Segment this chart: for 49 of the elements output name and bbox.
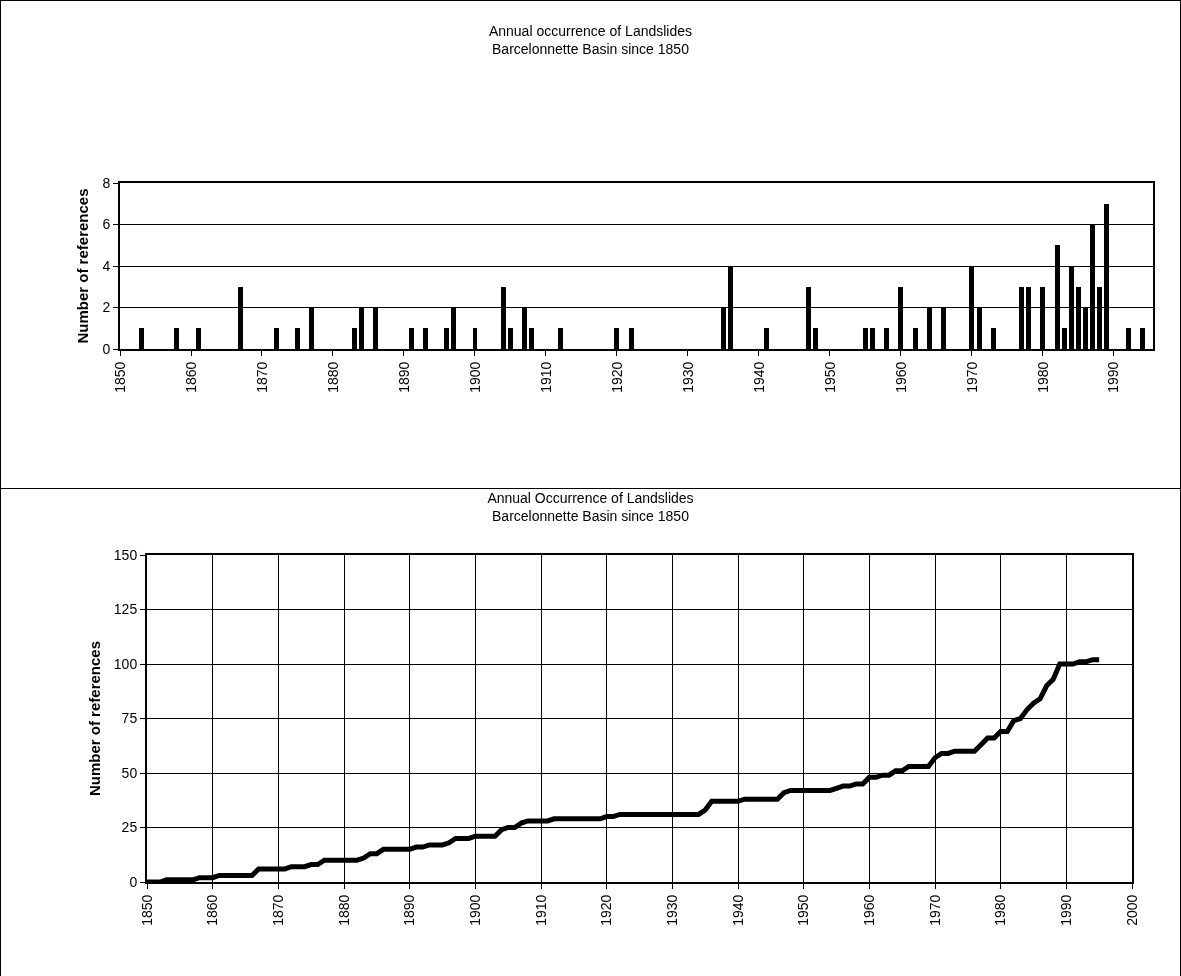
chart-subtitle: Barcelonnette Basin since 1850 bbox=[492, 508, 690, 525]
x-tick-label: 1890 bbox=[401, 894, 418, 926]
x-tick-label: 1870 bbox=[269, 894, 286, 926]
x-tick-label: 1900 bbox=[466, 894, 483, 926]
x-tick-label: 1990 bbox=[1105, 361, 1122, 393]
chart-title: Annual Occurrence of Landslides bbox=[487, 490, 694, 506]
y-tick-label: 100 bbox=[113, 655, 138, 672]
y-tick-label: 75 bbox=[121, 710, 138, 727]
x-tick-label: 1950 bbox=[821, 361, 838, 393]
x-tick-label: 1950 bbox=[795, 894, 812, 926]
y-tick-label: 8 bbox=[102, 174, 111, 191]
y-tick-label: 125 bbox=[113, 601, 138, 618]
x-tick-label: 1860 bbox=[182, 361, 199, 393]
x-tick-label: 1960 bbox=[892, 361, 909, 393]
chart-subtitle: Barcelonnette Basin since 1850 bbox=[492, 41, 690, 58]
x-tick-label: 1940 bbox=[729, 894, 746, 926]
x-tick-label: 1870 bbox=[253, 361, 270, 393]
x-tick-label: 1920 bbox=[608, 361, 625, 393]
y-tick-label: 2 bbox=[102, 299, 111, 316]
x-tick-label: 1850 bbox=[138, 894, 155, 926]
x-tick-label: 1970 bbox=[963, 361, 980, 393]
x-tick-label: 1880 bbox=[324, 361, 341, 393]
x-tick-label: 1980 bbox=[992, 894, 1009, 926]
x-tick-label: 2000 bbox=[1123, 894, 1140, 926]
y-tick-label: 25 bbox=[121, 819, 138, 836]
x-tick-label: 1900 bbox=[466, 361, 483, 393]
x-tick-label: 1990 bbox=[1057, 894, 1074, 926]
y-tick-label: 150 bbox=[113, 546, 138, 563]
x-tick-label: 1930 bbox=[679, 361, 696, 393]
x-tick-label: 1970 bbox=[926, 894, 943, 926]
x-tick-label: 1910 bbox=[537, 361, 554, 393]
x-tick-label: 1860 bbox=[204, 894, 221, 926]
x-tick-label: 1930 bbox=[663, 894, 680, 926]
y-tick-label: 4 bbox=[102, 257, 111, 274]
y-tick-label: 6 bbox=[102, 216, 111, 233]
x-tick-label: 1980 bbox=[1034, 361, 1051, 393]
x-tick-label: 1940 bbox=[750, 361, 767, 393]
y-tick-label: 0 bbox=[129, 873, 138, 890]
x-tick-label: 1880 bbox=[335, 894, 352, 926]
y-axis-title: Number of references bbox=[74, 188, 92, 344]
x-tick-label: 1850 bbox=[111, 361, 128, 393]
x-tick-label: 1960 bbox=[860, 894, 877, 926]
chart-title: Annual occurrence of Landslides bbox=[488, 23, 693, 39]
x-tick-label: 1910 bbox=[532, 894, 549, 926]
y-tick-label: 50 bbox=[121, 764, 138, 781]
y-axis-title: Number of references bbox=[85, 640, 103, 797]
x-tick-label: 1920 bbox=[598, 894, 615, 926]
x-tick-label: 1890 bbox=[395, 361, 412, 393]
y-tick-label: 0 bbox=[102, 340, 111, 357]
